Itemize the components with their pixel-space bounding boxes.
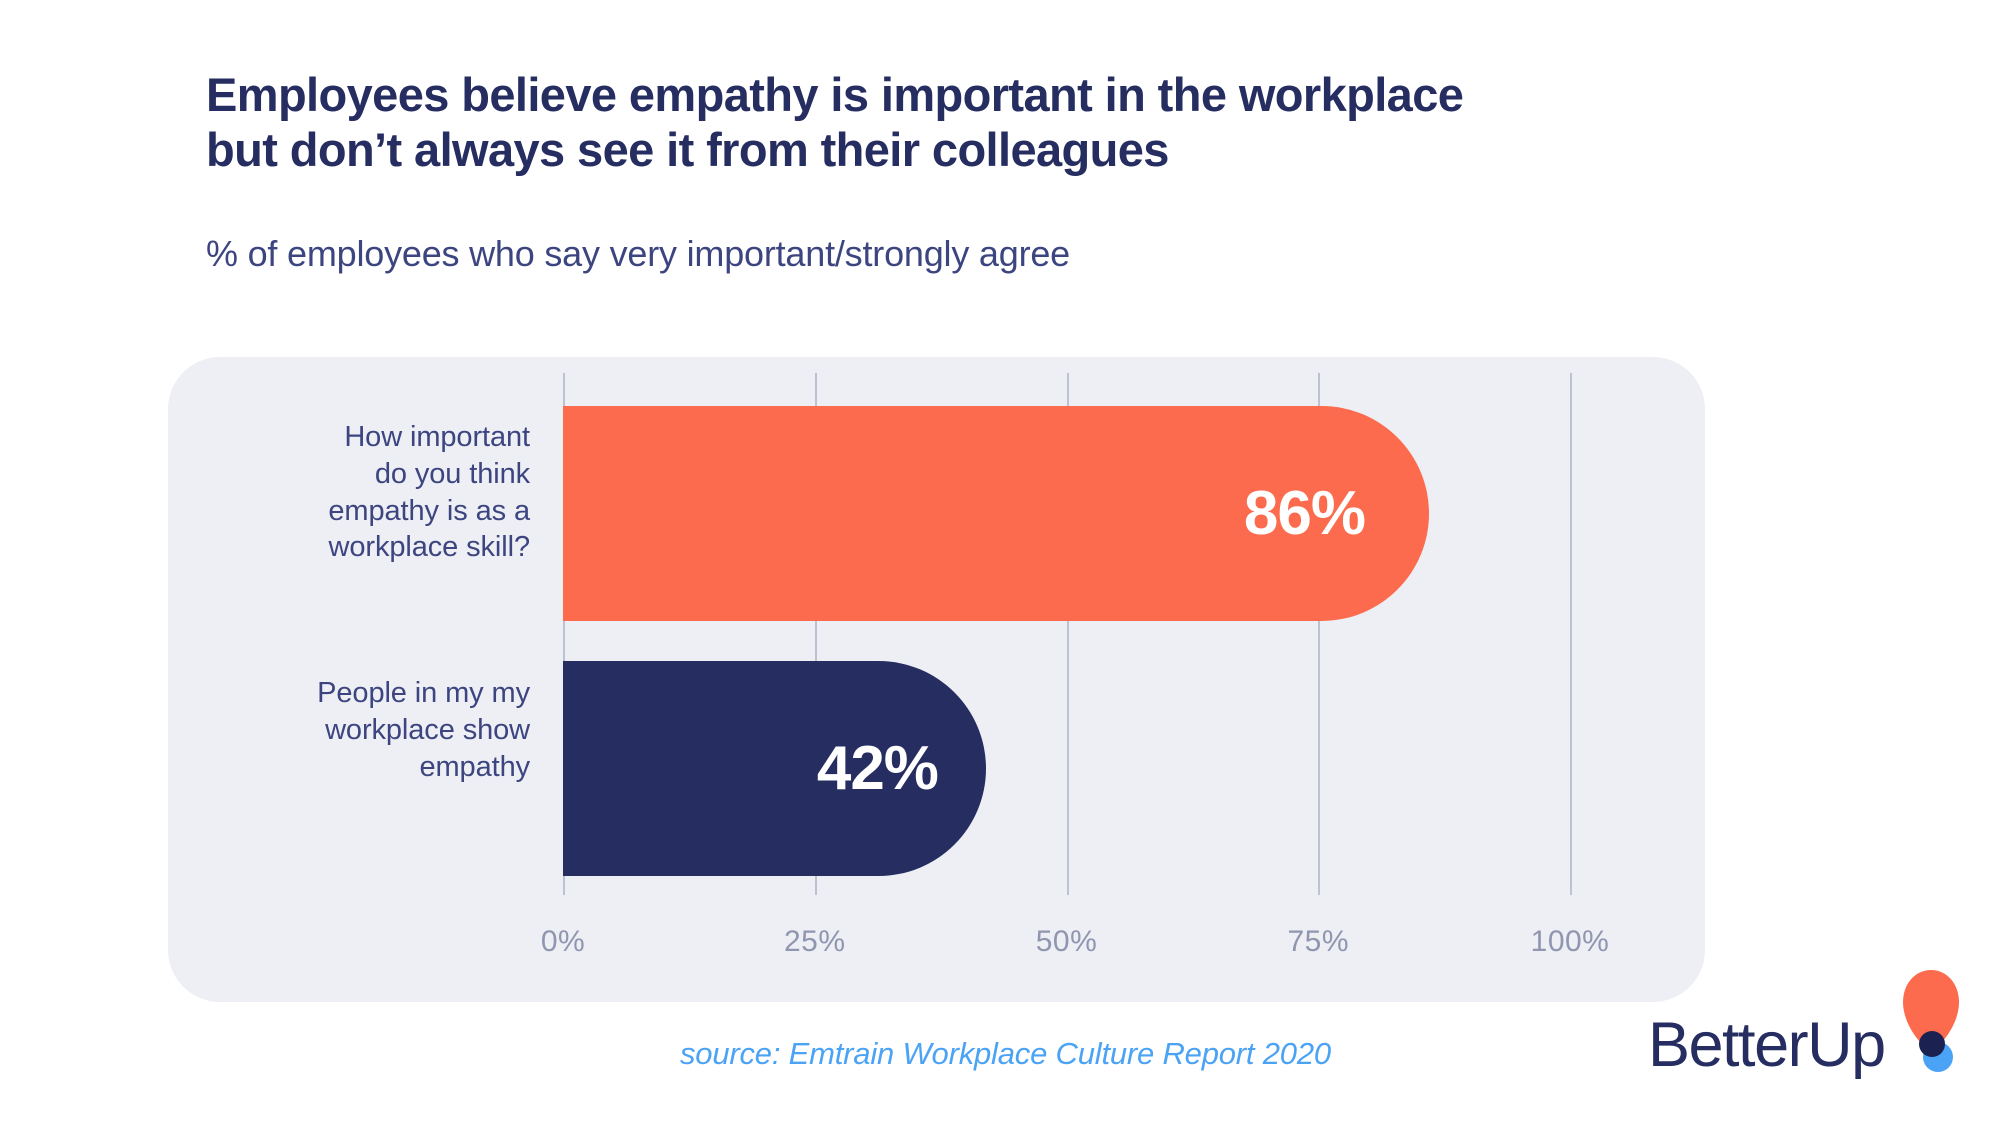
x-tick-label-2: 50% xyxy=(1035,925,1098,958)
category-label-0-line-2: empathy is as a xyxy=(328,494,530,527)
gridline xyxy=(1066,373,1069,895)
betterup-logo: BetterUp xyxy=(1648,968,1959,1098)
category-label-0: How important do you think empathy is as… xyxy=(328,419,530,566)
x-tick-label-0: 0% xyxy=(540,925,586,958)
page-title-line-2: but don’t always see it from their colle… xyxy=(206,122,1169,176)
x-tick-label-3: 75% xyxy=(1287,925,1350,958)
chart-card: How important do you think empathy is as… xyxy=(168,357,1705,1002)
category-label-1-line-0: People in my my xyxy=(317,677,530,709)
page-subtitle: % of employees who say very important/st… xyxy=(206,233,1071,274)
category-label-1-line-2: empathy xyxy=(419,750,530,783)
x-tick-label-4: 100% xyxy=(1530,925,1610,958)
betterup-balloon-mark xyxy=(1903,970,1959,1072)
category-label-0-line-1: do you think xyxy=(374,457,530,490)
x-tick-label-1: 25% xyxy=(783,925,846,958)
gridline xyxy=(1570,373,1572,895)
page-title-line-1: Employees believe empathy is important i… xyxy=(206,68,1464,121)
plot-area: 86% 42% 0% 25% 50% 75% 100% xyxy=(541,373,1609,958)
logo-wordmark: BetterUp xyxy=(1648,1010,1886,1080)
bar-1: 42% xyxy=(563,661,986,876)
category-label-0-line-0: How important xyxy=(344,421,530,453)
gridline xyxy=(1318,373,1321,895)
gridline xyxy=(814,373,817,895)
category-label-1: People in my my workplace show empathy xyxy=(317,675,530,785)
source-note: source: Emtrain Workplace Culture Report… xyxy=(680,1036,1331,1071)
bar-value-0: 86% xyxy=(1243,478,1366,548)
page-title: Employees believe empathy is important i… xyxy=(206,68,1766,178)
category-label-1-line-1: workplace show xyxy=(325,713,530,746)
bar-0: 86% xyxy=(563,406,1430,621)
category-label-0-line-3: workplace skill? xyxy=(328,531,531,564)
bar-value-1: 42% xyxy=(816,733,939,803)
gridline xyxy=(563,373,565,895)
